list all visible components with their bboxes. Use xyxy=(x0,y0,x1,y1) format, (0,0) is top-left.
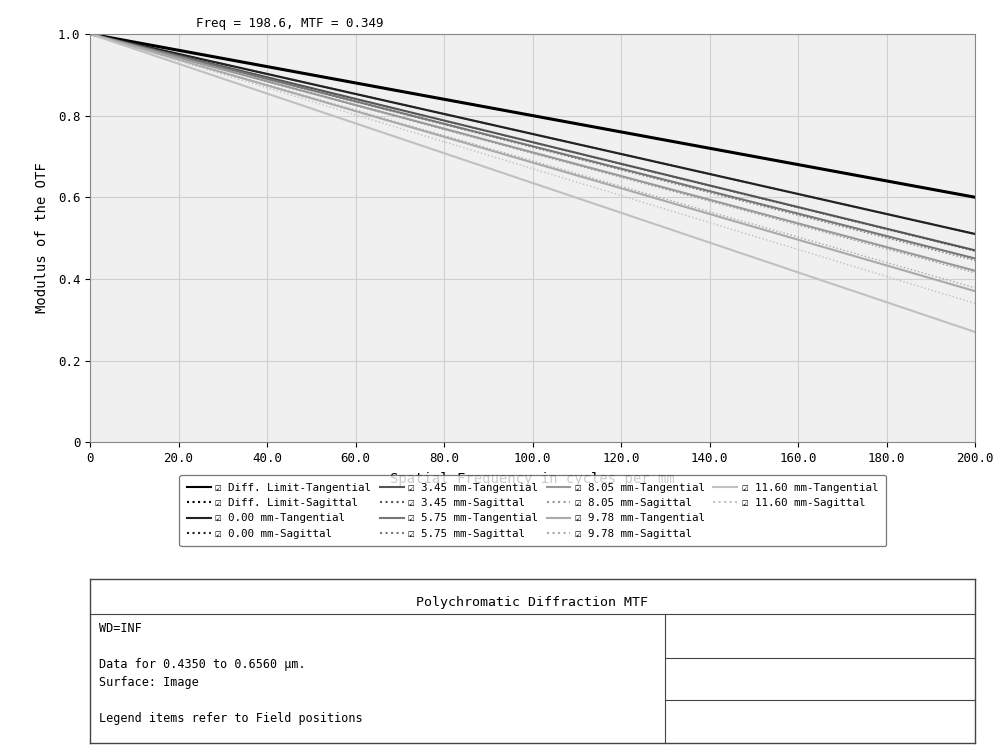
Text: Polychromatic Diffraction MTF: Polychromatic Diffraction MTF xyxy=(416,596,648,608)
Legend: ☑ Diff. Limit-Tangential, ☑ Diff. Limit-Sagittal, ☑ 0.00 mm-Tangential, ☑ 0.00 m: ☑ Diff. Limit-Tangential, ☑ Diff. Limit-… xyxy=(179,475,886,547)
X-axis label: Spatial Frequency in cycles per mm: Spatial Frequency in cycles per mm xyxy=(390,472,675,486)
Y-axis label: Modulus of the OTF: Modulus of the OTF xyxy=(35,163,49,314)
Text: WD=INF

Data for 0.4350 to 0.6560 μm.
Surface: Image

Legend items refer to Fiel: WD=INF Data for 0.4350 to 0.6560 μm. Sur… xyxy=(99,622,362,725)
Text: Freq = 198.6, MTF = 0.349: Freq = 198.6, MTF = 0.349 xyxy=(196,17,384,30)
